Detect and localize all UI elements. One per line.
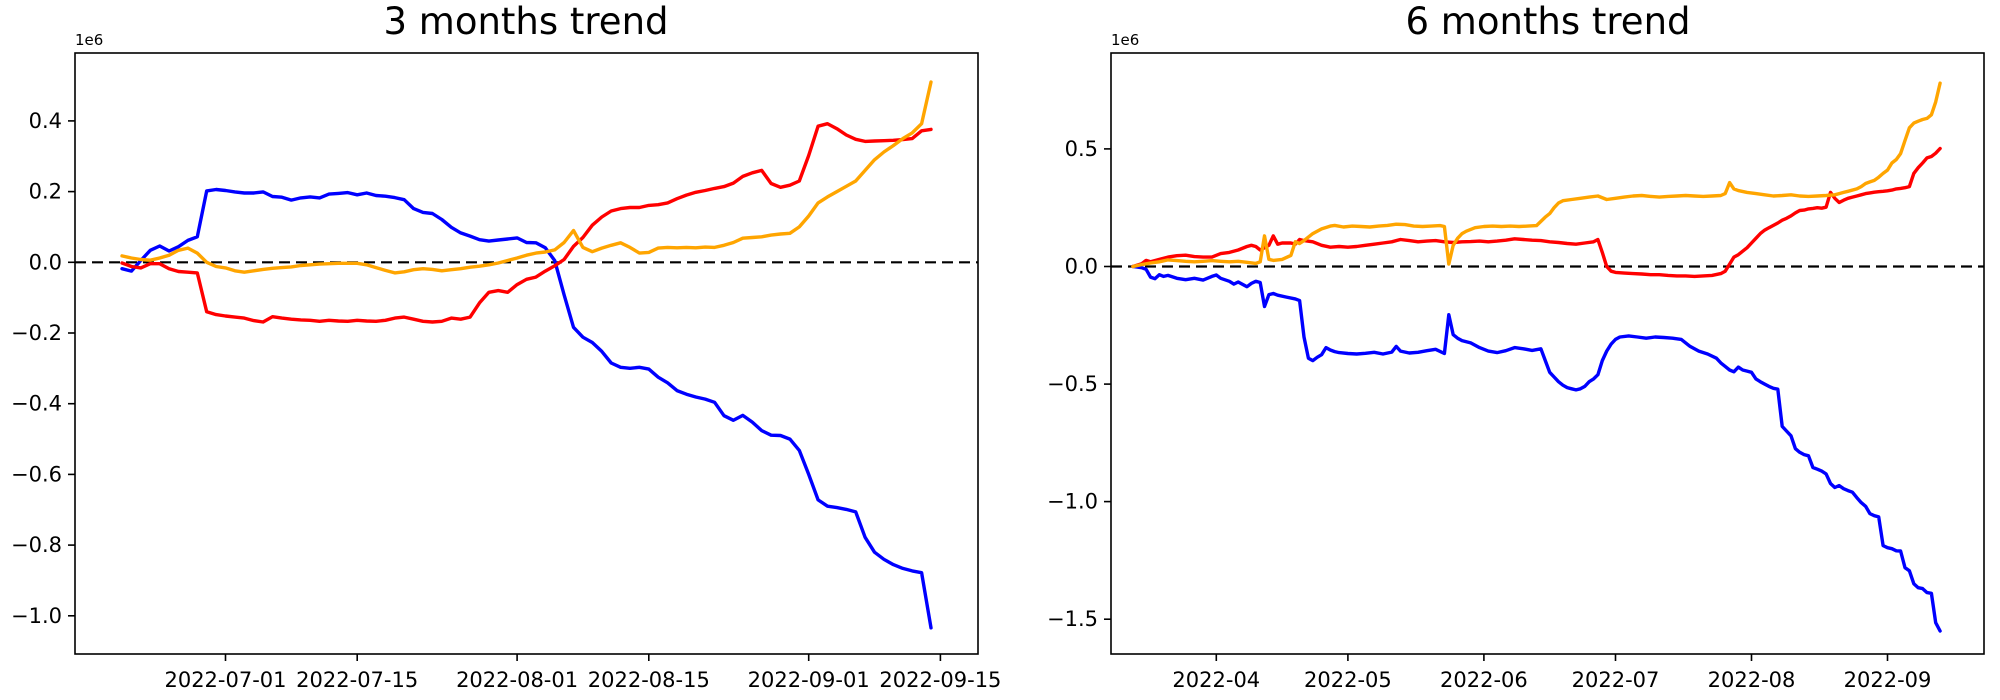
x-tick-label: 2022-05 bbox=[1304, 668, 1392, 692]
x-tick-label: 2022-07 bbox=[1572, 668, 1660, 692]
y-tick-label: −1.0 bbox=[11, 604, 62, 628]
chart-title-3-months-trend: 3 months trend bbox=[383, 0, 669, 43]
x-tick-label: 2022-09-01 bbox=[748, 668, 870, 692]
blue-line bbox=[1131, 264, 1942, 633]
y-tick-label: −0.4 bbox=[11, 392, 62, 416]
y-axis-offset-label: 1e6 bbox=[1111, 31, 1139, 49]
y-tick-label: 0.0 bbox=[1065, 255, 1098, 279]
y-tick-label: 0.4 bbox=[29, 109, 62, 133]
x-tick-label: 2022-08-01 bbox=[456, 668, 578, 692]
axes-spines bbox=[1110, 52, 1985, 655]
y-tick-label: −1.5 bbox=[1047, 607, 1098, 631]
x-tick-label: 2022-04 bbox=[1172, 668, 1260, 692]
red-line bbox=[120, 121, 933, 324]
axes-3-months-trend: 2022-07-01 2022-07-15 2022-08-01 2022-08-15… bbox=[11, 31, 1001, 692]
y-axis-offset-label: 1e6 bbox=[75, 31, 103, 49]
x-tick-label: 2022-09-15 bbox=[879, 668, 1001, 692]
x-tick-label: 2022-06 bbox=[1440, 668, 1528, 692]
y-tick-label: −0.6 bbox=[11, 462, 62, 486]
chart-title-6-months-trend: 6 months trend bbox=[1405, 0, 1691, 43]
axes-6-months-trend: 2022-04 2022-05 2022-06 2022-07 2022-08 2022-… bbox=[1047, 31, 1985, 692]
x-tick-label: 2022-07-01 bbox=[164, 668, 286, 692]
axes-spines bbox=[74, 52, 979, 655]
y-tick-label: −0.2 bbox=[11, 321, 62, 345]
blue-line bbox=[120, 187, 933, 630]
y-tick-label: −0.8 bbox=[11, 533, 62, 557]
x-tick-label: 2022-08-15 bbox=[588, 668, 710, 692]
x-tick-label: 2022-08 bbox=[1708, 668, 1796, 692]
orange-line bbox=[120, 80, 933, 275]
x-tick-label: 2022-07-15 bbox=[296, 668, 418, 692]
y-tick-label: 0.0 bbox=[29, 250, 62, 274]
y-tick-label: 0.2 bbox=[29, 180, 62, 204]
y-tick-label: 0.5 bbox=[1065, 137, 1098, 161]
y-tick-label: −0.5 bbox=[1047, 372, 1098, 396]
y-tick-label: −1.0 bbox=[1047, 490, 1098, 514]
orange-line bbox=[1131, 81, 1942, 269]
x-tick-label: 2022-09 bbox=[1844, 668, 1932, 692]
red-line bbox=[1131, 146, 1942, 279]
